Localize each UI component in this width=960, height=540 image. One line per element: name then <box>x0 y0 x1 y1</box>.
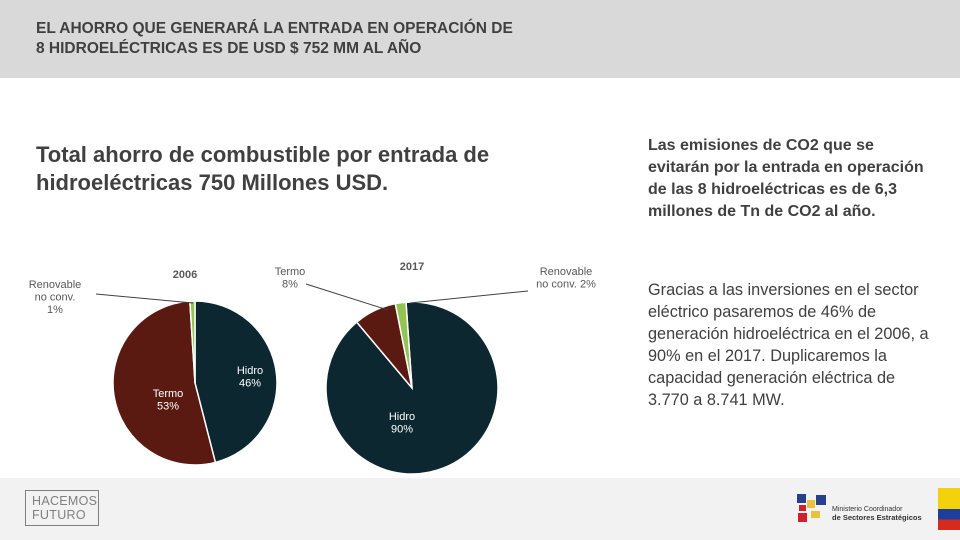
investment-text: Gracias a las inversiones en el sector e… <box>648 281 929 409</box>
ministry-emblem-icon <box>797 494 826 522</box>
logo-text: HACEMOS FUTURO <box>32 494 97 522</box>
pie-2006-label-1: Termo 53% <box>153 388 184 413</box>
pie-2006-leader-line-2 <box>95 293 194 304</box>
logo-line-2: FUTURO <box>32 508 86 522</box>
ministry-line-2: de Sectores Estratégicos <box>832 513 922 522</box>
pie-2006-slice-renovable-no-conv <box>189 300 196 384</box>
pie-2006-label-0: Hidro 46% <box>237 365 263 390</box>
slide-title-line-1: EL AHORRO QUE GENERARÁ LA ENTRADA EN OPE… <box>36 20 513 37</box>
pie-2006-slice-termo <box>112 300 217 466</box>
ministry-line-1: Ministerio Coordinador <box>832 506 903 513</box>
ecuador-flag-icon <box>938 488 960 530</box>
pie-2006-label-2: Renovable no conv. 1% <box>29 279 82 316</box>
pie-charts: 2006 Hidro 46% Termo 53% Renovable no conv. 1% 2… <box>29 261 596 475</box>
ministry-name: Ministerio Coordinador de Sectores Estra… <box>832 506 922 522</box>
pie-2017-title: 2017 <box>400 261 424 273</box>
logo-line-1: HACEMOS <box>32 494 98 508</box>
pie-2006-title: 2006 <box>173 269 197 281</box>
pie-2017-label-1: Termo 8% <box>275 266 306 291</box>
emissions-text: Las emisiones de CO2 que se evitarán por… <box>648 137 924 220</box>
header-bar: EL AHORRO QUE GENERARÁ LA ENTRADA EN OPE… <box>0 0 960 78</box>
pie-2017-leader-line-2 <box>409 290 529 304</box>
slide-title-line-2: 8 HIDROELÉCTRICAS ES DE USD $ 752 MM AL … <box>36 40 422 57</box>
pie-2017-slice-renovable-no-conv <box>394 301 413 389</box>
pie-2017-leader-line-1 <box>305 283 389 311</box>
savings-subtitle: Total ahorro de combustible por entrada … <box>36 142 490 195</box>
pie-2017-label-2: Renovable no conv. 2% <box>536 266 596 291</box>
pie-2017-label-0: Hidro 90% <box>389 411 415 436</box>
slide-title: EL AHORRO QUE GENERARÁ LA ENTRADA EN OPE… <box>36 19 636 59</box>
hacemos-futuro-logo: HACEMOS FUTURO <box>25 490 99 526</box>
pie-2006-slice-hidro <box>194 300 278 464</box>
